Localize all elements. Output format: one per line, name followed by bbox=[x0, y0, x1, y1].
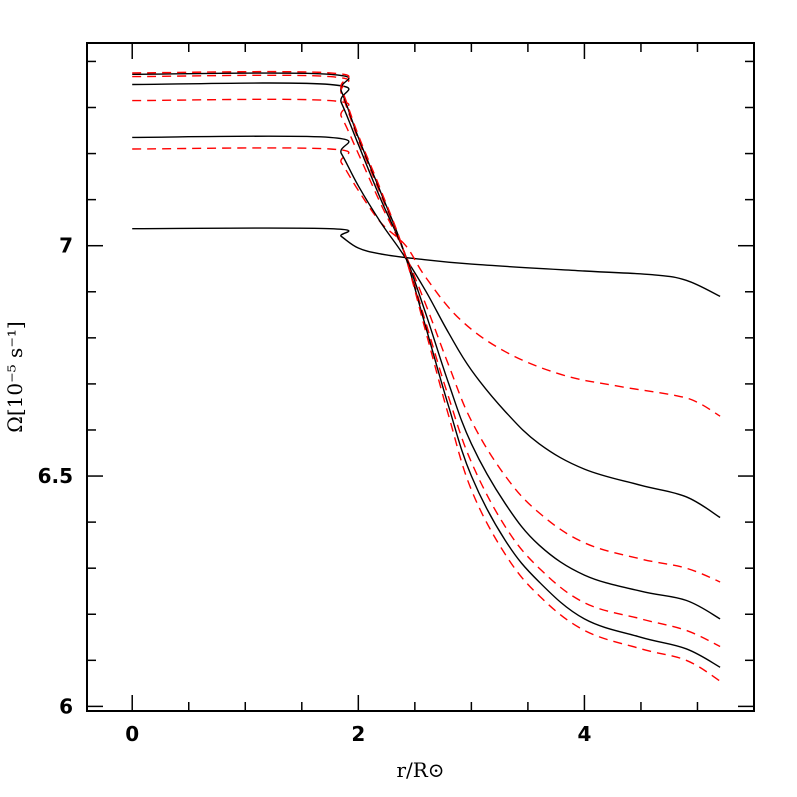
series-line-5-solid bbox=[132, 82, 721, 620]
tick-labels: 0 2 4 6 6.5 7 bbox=[38, 234, 592, 746]
series-line-2-dashed bbox=[132, 147, 721, 417]
series-line-1-solid bbox=[132, 227, 721, 298]
series-line-4-dashed bbox=[132, 98, 721, 583]
y-axis-label: Ω[10⁻⁵ s⁻¹] bbox=[3, 321, 27, 432]
series-line-7-solid bbox=[132, 72, 721, 668]
x-tick-label: 0 bbox=[125, 722, 139, 746]
series-line-3-solid bbox=[132, 135, 721, 519]
ticks bbox=[87, 43, 755, 711]
y-tick-label: 6 bbox=[59, 694, 73, 718]
series-line-8-dashed bbox=[132, 70, 721, 682]
plot-frame bbox=[86, 42, 755, 712]
x-tick-label: 2 bbox=[351, 722, 365, 746]
series-group bbox=[132, 70, 721, 682]
x-tick-label: 4 bbox=[577, 722, 591, 746]
y-tick-label: 6.5 bbox=[38, 464, 73, 488]
series-line-6-dashed bbox=[132, 74, 721, 648]
y-tick-label: 7 bbox=[59, 234, 73, 258]
x-axis-label: r/R⊙ bbox=[396, 758, 444, 782]
